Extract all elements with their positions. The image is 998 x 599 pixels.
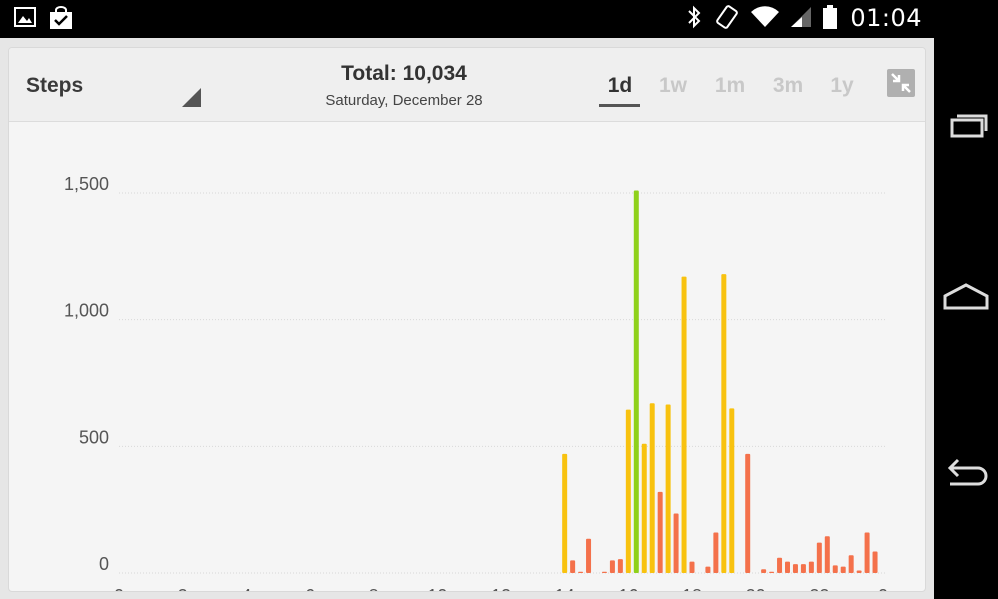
- bar[interactable]: [649, 403, 655, 573]
- bar[interactable]: [673, 513, 679, 573]
- x-tick-label: 2: [178, 586, 188, 591]
- bar[interactable]: [681, 276, 687, 573]
- bar[interactable]: [792, 564, 798, 573]
- bar[interactable]: [633, 190, 639, 573]
- bar[interactable]: [689, 561, 695, 573]
- bar[interactable]: [856, 570, 862, 573]
- bar[interactable]: [808, 561, 814, 573]
- steps-bar-chart: 0 500 1,000 1,500 0 2 4 6 8 10 12 14 16 18 20 22 0: [64, 174, 888, 591]
- x-tick-label: 22: [809, 586, 829, 591]
- tab-1y[interactable]: 1y: [830, 74, 854, 97]
- bar[interactable]: [665, 404, 671, 573]
- bar[interactable]: [745, 453, 751, 573]
- bar[interactable]: [832, 565, 838, 573]
- bar[interactable]: [721, 274, 727, 573]
- shopping-bag-check-icon: [48, 6, 74, 35]
- home-button[interactable]: [942, 276, 990, 316]
- y-tick-label: 0: [99, 554, 109, 574]
- x-tick-label: 6: [305, 586, 315, 591]
- bar[interactable]: [657, 491, 663, 573]
- back-icon: [947, 458, 988, 486]
- bar[interactable]: [562, 453, 568, 573]
- steps-card: Steps Total: 10,034 Saturday, December 2…: [8, 47, 926, 592]
- tab-3m[interactable]: 3m: [772, 74, 804, 97]
- image-icon: [14, 6, 36, 35]
- bar[interactable]: [785, 561, 790, 573]
- home-icon: [943, 283, 989, 310]
- bar[interactable]: [570, 560, 576, 573]
- card-header: Steps Total: 10,034 Saturday, December 2…: [9, 48, 925, 122]
- screen-rotation-icon: [714, 4, 740, 35]
- navigation-bar: [934, 38, 998, 599]
- y-tick-label: 1,000: [64, 301, 109, 321]
- bar[interactable]: [609, 560, 615, 573]
- bar[interactable]: [800, 564, 806, 573]
- x-tick-label: 8: [369, 586, 379, 591]
- bluetooth-icon: [684, 4, 704, 35]
- bar[interactable]: [713, 532, 719, 573]
- tab-1d[interactable]: 1d: [607, 74, 633, 97]
- recent-apps-button[interactable]: [942, 106, 990, 146]
- y-tick-label: 500: [79, 427, 109, 447]
- total-steps: Total: 10,034: [341, 62, 467, 85]
- recent-apps-icon: [950, 114, 988, 138]
- metric-selector-label[interactable]: Steps: [26, 74, 84, 97]
- cellular-signal-icon: [790, 5, 812, 34]
- active-tab-indicator: [599, 104, 640, 107]
- bar[interactable]: [864, 532, 870, 573]
- app-content: Steps Total: 10,034 Saturday, December 2…: [0, 38, 934, 599]
- bar[interactable]: [617, 559, 623, 573]
- x-tick-label: 16: [618, 586, 638, 591]
- bar[interactable]: [729, 408, 735, 573]
- bar[interactable]: [769, 571, 775, 573]
- wifi-icon: [750, 5, 780, 34]
- collapse-arrows-icon: [891, 73, 911, 93]
- bar[interactable]: [816, 542, 822, 573]
- status-bar: 01:04: [0, 0, 998, 38]
- bar[interactable]: [641, 443, 647, 573]
- x-tick-label: 10: [427, 586, 447, 591]
- bar[interactable]: [625, 409, 631, 573]
- dropdown-triangle-icon[interactable]: [182, 88, 201, 107]
- bar[interactable]: [761, 569, 767, 573]
- y-tick-label: 1,500: [64, 174, 109, 194]
- x-tick-label: 20: [746, 586, 766, 591]
- collapse-chart-button[interactable]: [887, 69, 915, 97]
- status-clock: 01:04: [850, 4, 922, 32]
- bar[interactable]: [777, 557, 783, 573]
- bar[interactable]: [586, 538, 592, 573]
- x-tick-label: 12: [491, 586, 511, 591]
- bar[interactable]: [840, 566, 846, 573]
- selected-date: Saturday, December 28: [325, 92, 483, 109]
- bar[interactable]: [578, 571, 584, 573]
- x-tick-label: 18: [682, 586, 702, 591]
- x-tick-label: 0: [114, 586, 124, 591]
- tab-1w[interactable]: 1w: [658, 74, 687, 97]
- back-button[interactable]: [942, 452, 990, 492]
- bar[interactable]: [872, 551, 878, 573]
- x-tick-label: 0: [878, 586, 888, 591]
- x-tick-label: 4: [241, 586, 251, 591]
- bar[interactable]: [705, 566, 711, 573]
- bar[interactable]: [601, 571, 607, 573]
- bar[interactable]: [824, 536, 830, 573]
- battery-icon: [822, 4, 838, 35]
- tab-1m[interactable]: 1m: [714, 74, 746, 97]
- bar[interactable]: [848, 555, 854, 573]
- x-tick-label: 14: [555, 586, 575, 591]
